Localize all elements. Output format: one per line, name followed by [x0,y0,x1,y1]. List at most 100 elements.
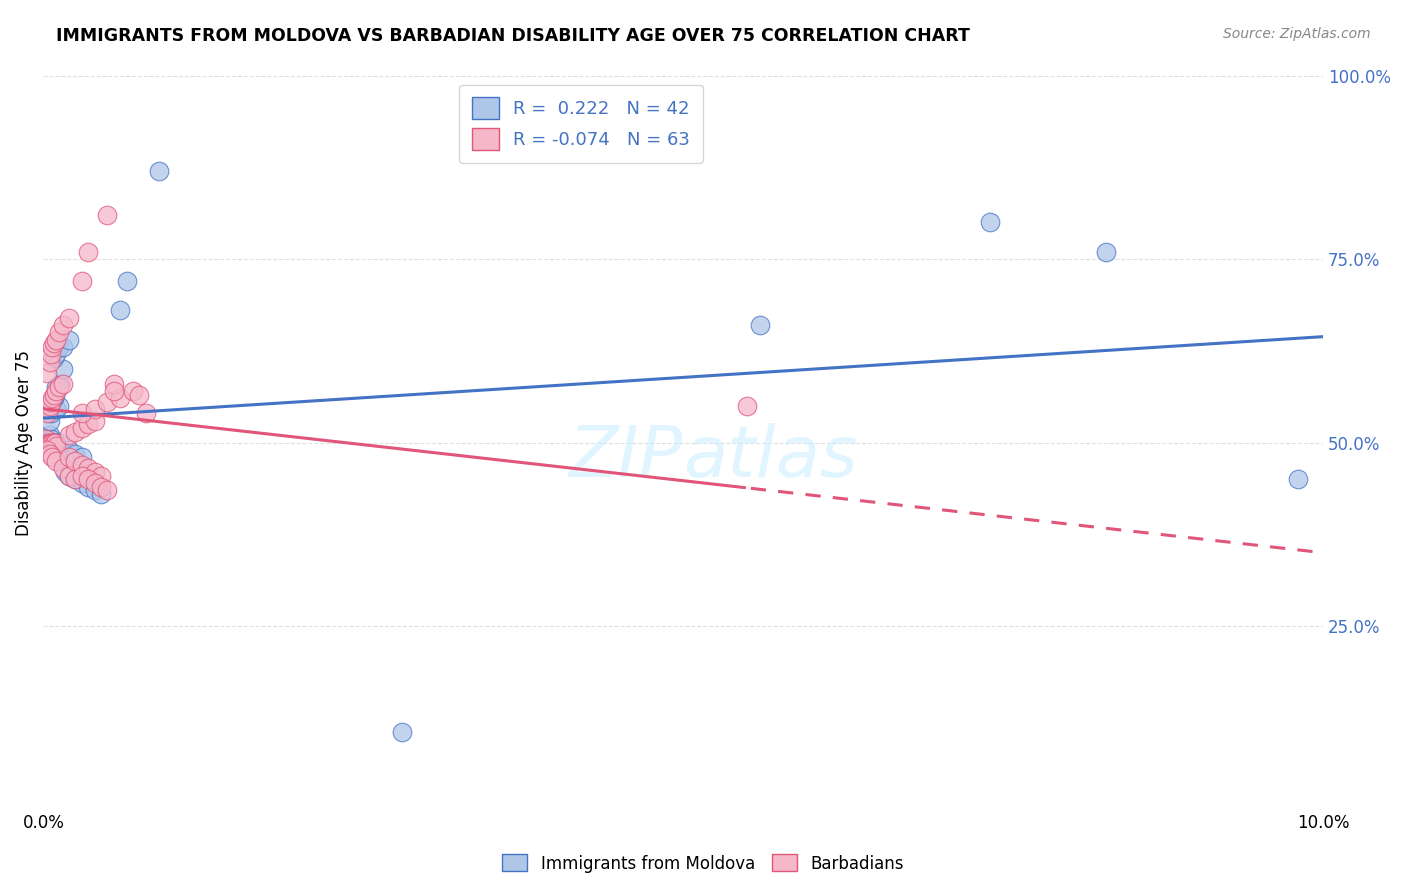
Point [70,458,93,472]
Point [42,388,65,402]
Point [38,428,60,442]
Point [58,468,80,483]
Point [42,435,65,450]
Point [58,428,80,442]
Point [42,392,65,406]
Point [41,340,63,354]
Point [979,215,1001,229]
Text: IMMIGRANTS FROM MOLDOVA VS BARBADIAN DISABILITY AGE OVER 75 CORRELATION CHART: IMMIGRANTS FROM MOLDOVA VS BARBADIAN DIS… [56,27,970,45]
Point [48,326,70,340]
Point [90,487,112,501]
Point [41,435,63,450]
Point [37,435,59,450]
Point [39,406,62,420]
Point [42,439,65,453]
Point [44,388,66,402]
Point [58,442,80,457]
Point [77,461,100,475]
Point [41,435,63,450]
Point [65,454,87,468]
Point [122,384,145,399]
Text: ZIP: ZIP [569,423,683,491]
Point [42,351,65,365]
Point [128,388,150,402]
Point [48,380,70,394]
Point [83,483,105,498]
Point [148,164,170,178]
Point [58,310,80,325]
Point [77,472,100,486]
Point [103,376,125,391]
Text: Source: ZipAtlas.com: Source: ZipAtlas.com [1223,27,1371,41]
Point [58,333,80,347]
Y-axis label: Disability Age Over 75: Disability Age Over 75 [15,350,32,535]
Point [45,454,67,468]
Point [70,406,93,420]
Point [65,446,87,460]
Point [83,465,105,479]
Point [77,417,100,432]
Point [39,395,62,409]
Point [58,468,80,483]
Point [45,347,67,361]
Point [1286,472,1309,486]
Point [96,208,118,222]
Point [38,402,60,417]
Point [38,432,60,446]
Point [44,435,66,450]
Point [39,347,62,361]
Point [41,392,63,406]
Point [83,475,105,490]
Point [48,399,70,413]
Point [70,468,93,483]
Point [52,461,75,475]
Point [37,406,59,420]
Point [83,402,105,417]
Point [44,435,66,450]
Point [103,384,125,399]
Point [749,318,772,332]
Point [70,421,93,435]
Point [35,432,58,446]
Point [45,380,67,394]
Point [90,479,112,493]
Point [52,340,75,354]
Point [38,399,60,413]
Legend: Immigrants from Moldova, Barbadians: Immigrants from Moldova, Barbadians [496,847,910,880]
Point [39,432,62,446]
Point [65,425,87,439]
Point [37,442,59,457]
Point [108,303,131,318]
Point [135,406,157,420]
Point [115,274,138,288]
Point [83,413,105,427]
Point [41,402,63,417]
Point [96,483,118,498]
Text: atlas: atlas [683,423,858,491]
Point [48,435,70,450]
Point [38,413,60,427]
Point [65,472,87,486]
Point [38,435,60,450]
Point [70,475,93,490]
Point [39,435,62,450]
Point [77,479,100,493]
Point [1094,244,1116,259]
Point [38,446,60,460]
Point [65,472,87,486]
Point [49,376,72,391]
Point [108,392,131,406]
Point [52,376,75,391]
Point [45,402,67,417]
Point [53,465,76,479]
Point [37,435,59,450]
Point [45,435,67,450]
Point [58,450,80,465]
Point [70,450,93,465]
Point [38,355,60,369]
Point [77,244,100,259]
Point [45,384,67,399]
Point [735,399,758,413]
Point [37,366,59,380]
Point [391,725,413,739]
